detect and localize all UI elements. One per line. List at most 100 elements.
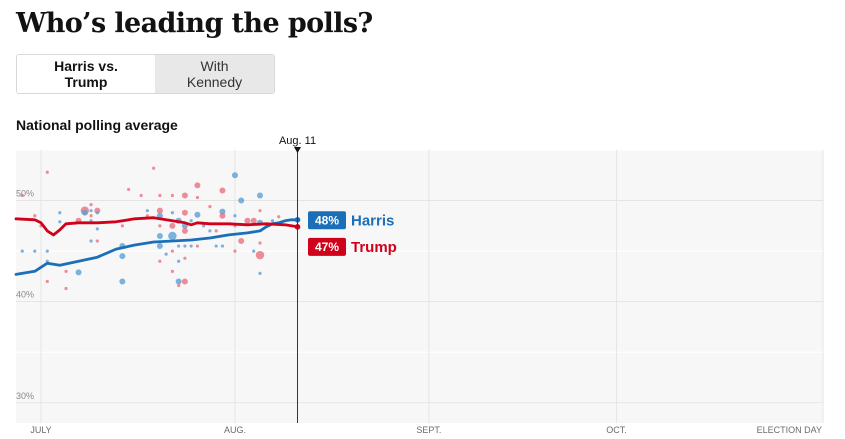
poll-dot-trump — [181, 278, 188, 285]
poll-dot-harris — [168, 231, 177, 241]
poll-dot-trump — [181, 192, 188, 199]
x-tick-label: Sept. — [416, 425, 441, 435]
x-tick-label: Aug. — [224, 425, 246, 435]
poll-dot-harris — [89, 209, 93, 213]
poll-dot-trump — [277, 215, 281, 219]
poll-dot-trump — [208, 205, 212, 209]
poll-dot-trump — [177, 283, 181, 288]
poll-dot-harris — [119, 278, 126, 285]
poll-dot-trump — [183, 256, 187, 260]
trump-badge — [308, 237, 346, 256]
poll-dot-harris — [189, 219, 193, 223]
poll-dot-trump — [258, 209, 262, 213]
harris-name: Harris — [351, 212, 394, 229]
poll-dot-harris — [119, 253, 126, 260]
poll-dot-trump — [170, 269, 174, 273]
poll-dot-trump — [158, 224, 162, 228]
poll-dot-trump — [127, 187, 131, 192]
poll-dot-trump — [120, 224, 124, 228]
with-kennedy-tab[interactable]: With Kennedy — [155, 55, 274, 93]
poll-dot-trump — [89, 203, 93, 207]
poll-dot-harris — [214, 244, 218, 248]
poll-dot-harris — [233, 214, 237, 218]
poll-dot-harris — [220, 244, 225, 248]
poll-dot-trump — [250, 217, 257, 224]
poll-dot-trump — [214, 229, 218, 233]
poll-dot-harris — [89, 239, 93, 243]
trump-value: 47% — [315, 240, 339, 254]
poll-dot-trump — [181, 227, 188, 234]
poll-dot-harris — [208, 229, 212, 233]
page-title: Who’s leading the polls? — [16, 8, 373, 39]
poll-dot-harris — [177, 259, 181, 263]
poll-dot-harris — [58, 220, 62, 224]
poll-dot-harris — [256, 192, 263, 199]
poll-dot-harris — [189, 244, 193, 248]
trump-average-line — [14, 216, 299, 237]
poll-dot-trump — [158, 193, 162, 198]
poll-dot-harris — [156, 243, 163, 250]
poll-dot-harris — [156, 232, 163, 239]
chart-title: National polling average — [16, 117, 178, 133]
harris-badge — [308, 211, 346, 230]
y-tick-label: 50% — [16, 189, 34, 199]
poll-dot-trump — [233, 249, 237, 253]
y-tick-label: 30% — [16, 391, 34, 401]
poll-dot-harris — [45, 249, 49, 253]
poll-dot-trump — [45, 279, 49, 284]
poll-dot-harris — [81, 209, 88, 216]
current-date-arrow — [294, 147, 302, 153]
chart-grid: 50% 40% 30% July Aug. Sept. Oct. Election Day — [16, 149, 824, 435]
poll-dot-harris — [177, 244, 181, 248]
x-tick-label: July — [30, 425, 51, 435]
poll-dot-trump — [170, 193, 174, 198]
harris-vs-trump-tab[interactable]: Harris vs. Trump — [17, 55, 155, 93]
poll-dots — [20, 166, 281, 291]
poll-dot-harris — [95, 227, 99, 231]
matchup-toggle: Harris vs. Trump With Kennedy — [16, 54, 275, 94]
poll-dot-trump — [64, 286, 68, 291]
poll-dot-trump — [255, 250, 265, 260]
poll-dot-trump — [181, 209, 188, 216]
poll-dot-harris — [75, 269, 82, 276]
poll-dot-harris — [95, 211, 99, 215]
poll-dot-harris — [175, 278, 182, 285]
poll-dot-harris — [238, 197, 245, 204]
poll-dot-trump — [152, 166, 156, 170]
poll-dot-trump — [95, 239, 99, 243]
poll-dot-harris — [164, 252, 168, 256]
plot-background — [16, 150, 823, 423]
poll-dot-trump — [244, 217, 251, 224]
trump-name: Trump — [351, 239, 397, 256]
poll-dot-harris — [252, 249, 256, 253]
poll-dot-trump — [258, 241, 262, 245]
x-tick-label: Oct. — [606, 425, 627, 435]
poll-dot-harris — [194, 211, 201, 218]
chart-labels: Aug. 11 48% Harris 47% Trump — [279, 135, 397, 423]
poll-dot-harris — [145, 209, 149, 213]
poll-dot-trump — [156, 207, 163, 214]
poll-dot-trump — [45, 170, 49, 174]
harris-value: 48% — [315, 213, 339, 227]
poll-dot-trump — [195, 244, 200, 248]
x-tick-label: Election Day — [757, 425, 822, 435]
poll-dot-trump — [219, 212, 226, 219]
poll-dot-trump — [195, 195, 200, 200]
poll-dot-harris — [270, 219, 275, 223]
y-tick-label: 40% — [16, 290, 34, 300]
poll-dot-harris — [231, 172, 238, 179]
current-date-label: Aug. 11 — [279, 135, 316, 147]
poll-dot-harris — [258, 271, 262, 275]
polling-chart: 50% 40% 30% July Aug. Sept. Oct. Election Day A… — [14, 135, 824, 435]
poll-dot-trump — [33, 214, 37, 218]
poll-dot-trump — [139, 193, 143, 198]
poll-dot-trump — [170, 249, 174, 253]
poll-dot-trump — [219, 187, 226, 194]
poll-dot-harris — [170, 211, 174, 215]
poll-dot-trump — [64, 269, 68, 273]
poll-dot-trump — [238, 238, 245, 244]
poll-dot-trump — [145, 214, 149, 218]
poll-dot-harris — [20, 249, 24, 253]
poll-dot-trump — [169, 222, 176, 229]
poll-dot-harris — [183, 244, 187, 248]
